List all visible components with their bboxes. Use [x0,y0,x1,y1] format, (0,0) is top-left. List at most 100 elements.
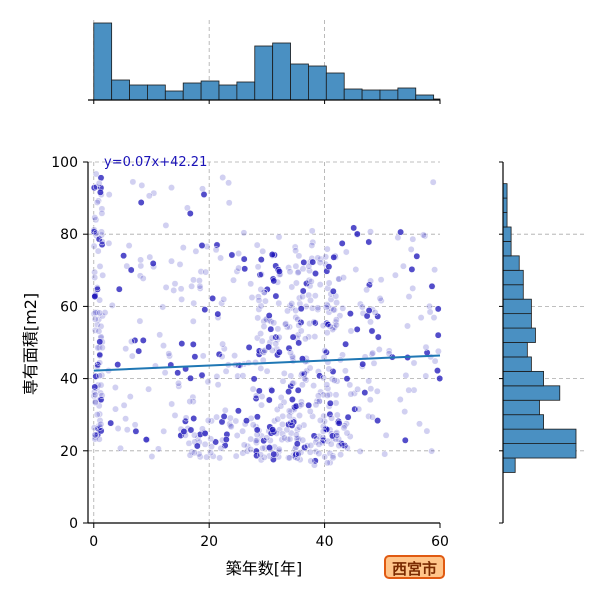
scatter-point [190,415,198,422]
scatter-point [332,399,340,407]
scatter-point [168,257,175,265]
scatter-point [214,310,222,318]
scatter-point [358,303,366,311]
scatter-point [170,286,178,294]
scatter-point [216,454,224,462]
scatter-point [176,260,184,268]
scatter-point [268,334,276,342]
scatter-point [324,391,331,399]
scatter-point [128,352,136,360]
scatter-point [105,239,113,247]
scatter-point [131,421,139,429]
scatter-point [234,407,242,415]
scatter-point [328,414,336,422]
regression-equation-label: y=0.07x+42.21 [104,155,207,170]
scatter-point [306,320,314,328]
scatter-point [96,338,104,346]
scatter-point [111,384,119,391]
scatter-point [126,393,134,401]
scatter-point [410,359,418,367]
scatter-point [409,284,417,292]
scatter-point [307,296,314,304]
y-histogram-bar [502,255,520,271]
scatter-point [257,364,265,372]
scatter-point [337,451,345,459]
scatter-point [98,371,106,379]
scatter-point [322,253,330,261]
scatter-point [120,252,128,260]
scatter-point [285,407,293,415]
scatter-point [391,271,399,279]
scatter-point [292,313,300,321]
scatter-point [248,294,256,301]
scatter-point [316,416,324,424]
y-tick-label: 20 [60,444,78,460]
scatter-point [127,266,135,274]
scatter-point [323,245,331,253]
scatter-point [260,453,268,461]
scatter-point [171,411,179,419]
scatter-point [93,321,101,328]
scatter-point [368,327,376,335]
scatter-point [253,426,261,434]
scatter-point [198,242,206,249]
scatter-point [96,410,104,418]
scatter-point [315,440,323,448]
scatter-point [368,413,376,421]
scatter-point [90,242,98,250]
x-histogram-bar [218,84,238,101]
scatter-point [209,452,217,460]
scatter-point [222,367,230,375]
scatter-point [316,259,324,266]
scatter-point [207,449,215,457]
y-tick-label: 40 [60,372,78,388]
scatter-point [298,381,306,389]
scatter-point [292,450,300,458]
scatter-point [430,314,438,322]
scatter-point [429,178,437,186]
scatter-point [255,305,263,313]
scatter-point [303,442,311,450]
scatter-point [408,265,416,273]
scatter-point [301,335,309,343]
scatter-point [123,426,131,434]
scatter-point [268,251,276,258]
scatter-point [436,375,444,382]
y-histogram [502,183,577,473]
x-histogram [93,22,441,101]
y-histogram-bar [502,356,532,372]
x-histogram-bar [343,88,363,101]
scatter-point [346,310,354,318]
scatter-point [416,420,423,428]
scatter-point [198,371,206,379]
x-histogram-bar [111,79,130,101]
scatter-point [129,178,137,186]
scatter-point [96,372,104,380]
scatter-point [93,284,101,292]
scatter-point [270,319,278,327]
scatter-point [317,388,325,396]
scatter-point [240,441,248,449]
scatter-point [132,427,140,435]
scatter-point [218,353,226,360]
scatter-point [235,264,243,272]
scatter-point [257,286,265,293]
scatter-point [179,244,187,252]
x-axis-label: 築年数[年] [226,559,303,578]
scatter-point [227,422,234,430]
scatter-point [279,377,287,385]
scatter-point [285,264,293,272]
scatter-point [186,210,194,217]
scatter-point [281,320,289,328]
scatter-point [369,349,377,357]
scatter-point [95,327,103,335]
scatter-point [326,410,334,418]
scatter-point [316,281,324,289]
scatter-point [339,304,347,312]
y-histogram-bar [502,342,528,358]
scatter-point [295,321,303,329]
scatter-point [213,373,221,380]
scatter-point [292,247,300,255]
scatter-point [354,385,362,393]
scatter-point [286,435,294,443]
